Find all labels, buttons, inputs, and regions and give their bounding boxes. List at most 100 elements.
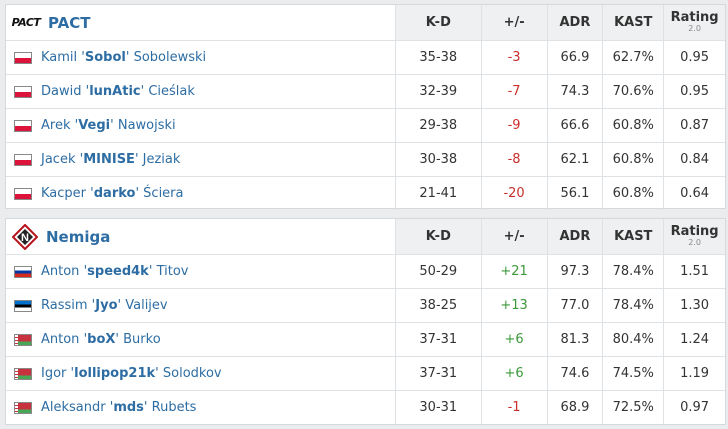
rating-header[interactable]: Rating 2.0 (663, 5, 725, 40)
kast-header-label: KAST (614, 229, 653, 244)
plusminus-header-label: +/- (503, 229, 525, 244)
kast-cell: 78.4% (602, 255, 663, 288)
kd-header[interactable]: K-D (394, 219, 481, 254)
adr-header[interactable]: ADR (546, 5, 603, 40)
player-cell: Aleksandr 'mds' Rubets (6, 391, 395, 424)
kast-value: 60.8% (612, 152, 654, 167)
flag-by-icon (14, 333, 32, 346)
player-name-link[interactable]: Dawid 'lunAtic' Cieślak (41, 84, 195, 99)
plusminus-value: +13 (500, 298, 528, 313)
rating-value: 1.51 (680, 264, 710, 279)
kast-cell: 62.7% (602, 41, 663, 74)
player-last-name: Titov (156, 264, 189, 279)
team-name-link[interactable]: Nemiga (46, 227, 111, 246)
adr-cell: 66.6 (546, 109, 603, 142)
plusminus-header[interactable]: +/- (480, 219, 547, 254)
rating-header[interactable]: Rating 2.0 (663, 219, 725, 254)
player-last-name: Rubets (151, 400, 197, 415)
player-row: Igor 'lollipop21k' Solodkov 37-31 +6 74.… (6, 356, 725, 390)
player-row: Arek 'Vegi' Nawojski 29-38 -9 66.6 60.8%… (6, 108, 725, 142)
flag-pl-icon (14, 153, 32, 166)
adr-header[interactable]: ADR (546, 219, 603, 254)
kast-cell: 60.8% (602, 143, 663, 176)
kast-header[interactable]: KAST (602, 5, 664, 40)
team-name-link[interactable]: PACT (48, 13, 91, 32)
kast-value: 70.6% (612, 84, 654, 99)
player-name-link[interactable]: Igor 'lollipop21k' Solodkov (41, 366, 222, 381)
kd-value: 37-31 (419, 332, 458, 347)
rating-cell: 1.30 (663, 289, 725, 322)
kast-cell: 74.5% (602, 357, 663, 390)
player-name-link[interactable]: Rassim 'Jyo' Valijev (41, 298, 168, 313)
kd-value: 29-38 (419, 118, 458, 133)
plusminus-cell: +6 (480, 357, 547, 390)
player-last-name: Sobolewski (133, 50, 207, 65)
rating-value: 1.19 (680, 366, 710, 381)
adr-value: 74.6 (560, 366, 590, 381)
player-row: Dawid 'lunAtic' Cieślak 32-39 -7 74.3 70… (6, 74, 725, 108)
player-name-link[interactable]: Anton 'boX' Burko (41, 332, 161, 347)
player-first-name: Aleksandr (41, 400, 106, 415)
table-header: PACT PACT K-D +/- ADR KAST Rating 2.0 (6, 5, 725, 40)
kd-header[interactable]: K-D (394, 5, 481, 40)
player-row: Kacper 'darko' Ściera 21-41 -20 56.1 60.… (6, 176, 725, 210)
adr-cell: 81.3 (546, 323, 603, 356)
plusminus-cell: +6 (480, 323, 547, 356)
rating-value: 1.30 (680, 298, 710, 313)
nemiga-logo-icon: N (12, 223, 38, 250)
plusminus-header[interactable]: +/- (480, 5, 547, 40)
kast-value: 80.4% (612, 332, 654, 347)
player-last-name: Ściera (143, 186, 184, 201)
kast-cell: 72.5% (602, 391, 663, 424)
rating-cell: 0.87 (663, 109, 725, 142)
player-nickname: Jyo (95, 298, 118, 313)
kast-cell: 80.4% (602, 323, 663, 356)
rating-cell: 0.84 (663, 143, 725, 176)
player-name-link[interactable]: Aleksandr 'mds' Rubets (41, 400, 197, 415)
kd-value: 37-31 (419, 366, 458, 381)
player-last-name: Valijev (125, 298, 168, 313)
rating-header-label: Rating (670, 9, 719, 25)
player-first-name: Anton (41, 332, 80, 347)
kd-cell: 32-39 (394, 75, 481, 108)
adr-cell: 62.1 (546, 143, 603, 176)
player-name-link[interactable]: Jacek 'MINISE' Jeziak (41, 152, 181, 167)
plusminus-cell: -9 (480, 109, 547, 142)
nemiga-logo-letter: N (21, 232, 29, 244)
player-name-link[interactable]: Arek 'Vegi' Nawojski (41, 118, 176, 133)
rating-version-label: 2.0 (688, 23, 701, 33)
player-cell: Igor 'lollipop21k' Solodkov (6, 357, 395, 390)
kast-cell: 78.4% (602, 289, 663, 322)
table-header: N Nemiga K-D +/- ADR KAST Rating 2.0 (6, 219, 725, 254)
rating-value: 0.84 (680, 152, 710, 167)
player-last-name: Nawojski (117, 118, 176, 133)
player-name-link[interactable]: Kacper 'darko' Ściera (41, 186, 184, 201)
rating-cell: 1.19 (663, 357, 725, 390)
player-nickname: MINISE (83, 152, 135, 167)
player-nickname: speed4k (87, 264, 149, 279)
plusminus-cell: -8 (480, 143, 547, 176)
team-stats-table-nemiga: N Nemiga K-D +/- ADR KAST Rating 2.0 Ant… (5, 218, 726, 425)
player-row: Rassim 'Jyo' Valijev 38-25 +13 77.0 78.4… (6, 288, 725, 322)
player-first-name: Kamil (41, 50, 78, 65)
kd-value: 30-31 (419, 400, 458, 415)
flag-pl-icon (14, 119, 32, 132)
plusminus-value: -8 (507, 152, 521, 167)
adr-value: 97.3 (560, 264, 590, 279)
kd-value: 21-41 (419, 186, 458, 201)
adr-cell: 97.3 (546, 255, 603, 288)
player-row: Aleksandr 'mds' Rubets 30-31 -1 68.9 72.… (6, 390, 725, 424)
team-stats-table-pact: PACT PACT K-D +/- ADR KAST Rating 2.0 Ka… (5, 4, 726, 210)
kd-cell: 37-31 (394, 323, 481, 356)
player-name-link[interactable]: Anton 'speed4k' Titov (41, 264, 189, 279)
rating-cell: 1.51 (663, 255, 725, 288)
kast-header[interactable]: KAST (602, 219, 664, 254)
player-cell: Arek 'Vegi' Nawojski (6, 109, 395, 142)
kast-cell: 70.6% (602, 75, 663, 108)
adr-value: 62.1 (560, 152, 590, 167)
plusminus-value: +21 (500, 264, 528, 279)
player-name-link[interactable]: Kamil 'Sobol' Sobolewski (41, 50, 207, 65)
pact-logo-icon: PACT (11, 16, 41, 29)
player-nickname: lollipop21k (74, 366, 156, 381)
player-rows: Kamil 'Sobol' Sobolewski 35-38 -3 66.9 6… (6, 40, 725, 210)
